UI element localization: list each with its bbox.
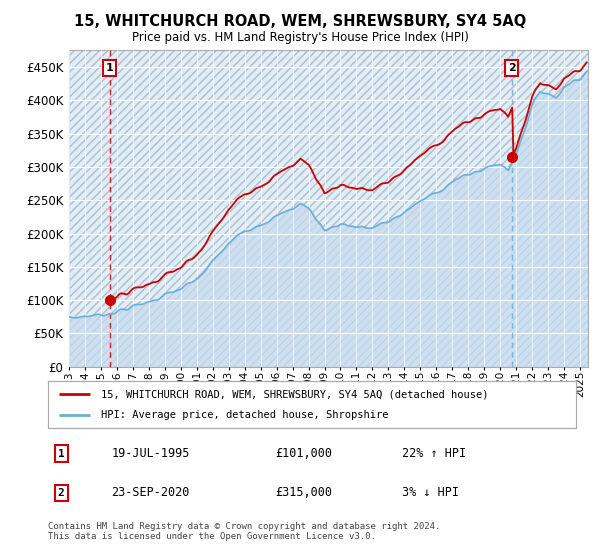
Text: 22% ↑ HPI: 22% ↑ HPI — [402, 447, 466, 460]
Text: 23-SEP-2020: 23-SEP-2020 — [112, 486, 190, 500]
Text: HPI: Average price, detached house, Shropshire: HPI: Average price, detached house, Shro… — [101, 410, 388, 420]
Text: 2: 2 — [508, 63, 516, 73]
Text: 1: 1 — [106, 63, 113, 73]
Text: Contains HM Land Registry data © Crown copyright and database right 2024.
This d: Contains HM Land Registry data © Crown c… — [48, 522, 440, 542]
Text: 15, WHITCHURCH ROAD, WEM, SHREWSBURY, SY4 5AQ: 15, WHITCHURCH ROAD, WEM, SHREWSBURY, SY… — [74, 14, 526, 29]
Text: £315,000: £315,000 — [275, 486, 332, 500]
Text: 2: 2 — [58, 488, 65, 498]
Text: 3% ↓ HPI: 3% ↓ HPI — [402, 486, 459, 500]
Text: 15, WHITCHURCH ROAD, WEM, SHREWSBURY, SY4 5AQ (detached house): 15, WHITCHURCH ROAD, WEM, SHREWSBURY, SY… — [101, 389, 488, 399]
Text: 1: 1 — [58, 449, 65, 459]
Text: 19-JUL-1995: 19-JUL-1995 — [112, 447, 190, 460]
Text: £101,000: £101,000 — [275, 447, 332, 460]
Text: Price paid vs. HM Land Registry's House Price Index (HPI): Price paid vs. HM Land Registry's House … — [131, 31, 469, 44]
